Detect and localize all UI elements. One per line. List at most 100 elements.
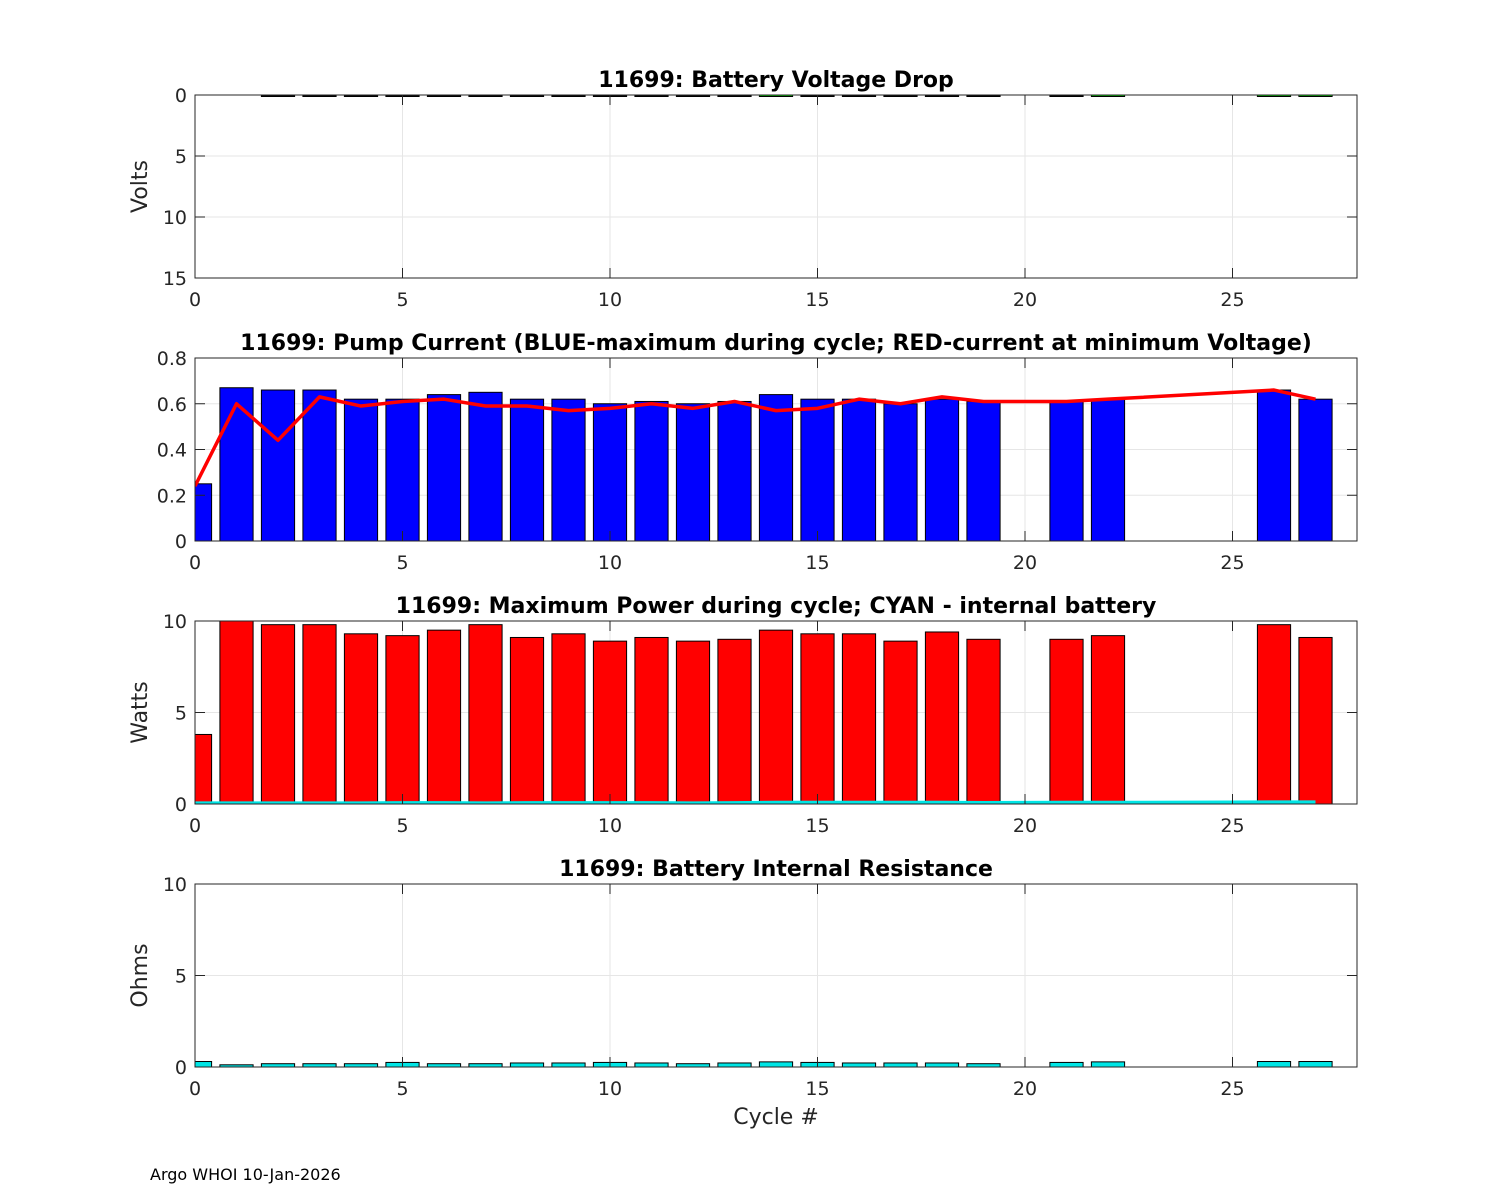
bar-cycle-12 xyxy=(675,403,711,541)
bar-cycle-2 xyxy=(260,1063,296,1067)
bar-cycle-19 xyxy=(966,400,1001,541)
chart-title: 11699: Maximum Power during cycle; CYAN … xyxy=(396,594,1157,619)
x-tick-label: 20 xyxy=(1013,289,1037,311)
bar-cycle-22 xyxy=(1090,398,1126,541)
x-tick-label: 10 xyxy=(598,1078,622,1100)
bar-cycle-21 xyxy=(1049,1061,1084,1067)
bar-cycle-18 xyxy=(924,1062,960,1067)
bar-cycle-4 xyxy=(343,1063,379,1067)
bar-cycle-27 xyxy=(1298,95,1333,97)
bar-cycle-0 xyxy=(195,483,213,541)
x-tick-label: 20 xyxy=(1013,815,1037,837)
bar-cycle-22 xyxy=(1090,635,1126,804)
bar-cycle-21 xyxy=(1049,638,1084,804)
chart-voltage: 0 5 10 15 20 25 0 5 10 15 11699: Battery Voltage D… xyxy=(128,68,1358,311)
bar-cycle-4 xyxy=(343,95,379,97)
y-tick-label: 10 xyxy=(163,874,187,896)
series-line-current xyxy=(195,388,1316,487)
bar-cycle-13 xyxy=(717,638,752,804)
bar-cycle-6 xyxy=(426,629,462,804)
x-tick-label: 5 xyxy=(396,1078,408,1100)
bar-cycle-19 xyxy=(966,638,1001,804)
bar-cycle-14 xyxy=(758,629,794,804)
bar-cycle-12 xyxy=(675,1063,711,1067)
bar-cycle-26 xyxy=(1256,389,1292,541)
bar-cycle-2 xyxy=(260,624,296,804)
bar-cycle-16 xyxy=(841,95,877,97)
bar-cycle-22 xyxy=(1090,1061,1126,1067)
y-tick-label: 0.4 xyxy=(157,440,187,462)
y-tick-label: 5 xyxy=(175,966,187,988)
bar-cycle-7 xyxy=(468,391,503,541)
bars-group xyxy=(195,621,1333,804)
chart-resistance: 0 5 10 15 20 25 0 5 10 11699: Battery Internal Re… xyxy=(128,857,1358,1130)
bar-cycle-1 xyxy=(219,387,254,541)
bar-cycle-12 xyxy=(675,640,711,804)
x-tick-label: 5 xyxy=(396,289,408,311)
bar-cycle-2 xyxy=(260,95,296,97)
bar-cycle-18 xyxy=(924,95,960,97)
y-tick-label: 0.6 xyxy=(157,394,187,416)
bar-cycle-17 xyxy=(883,403,918,541)
bar-cycle-8 xyxy=(509,398,545,541)
bar-cycle-7 xyxy=(468,624,503,804)
y-tick-label: 0.8 xyxy=(157,348,187,370)
bar-cycle-19 xyxy=(966,95,1001,97)
bar-cycle-27 xyxy=(1298,398,1333,541)
bar-cycle-21 xyxy=(1049,400,1084,541)
footer-credit: Argo WHOI 10-Jan-2026 xyxy=(150,1165,341,1184)
x-tick-label: 15 xyxy=(805,1078,829,1100)
y-tick-label: 10 xyxy=(163,207,187,229)
bar-cycle-22 xyxy=(1090,95,1126,97)
bar-cycle-0 xyxy=(195,733,213,804)
y-tick-label: 0 xyxy=(175,1057,187,1079)
bar-cycle-14 xyxy=(758,1061,794,1067)
bar-cycle-11 xyxy=(634,1062,669,1067)
y-tick-label: 5 xyxy=(175,146,187,168)
bar-cycle-19 xyxy=(966,1063,1001,1067)
bar-cycle-13 xyxy=(717,1062,752,1067)
x-axis-label: Cycle # xyxy=(733,1105,819,1130)
bar-cycle-26 xyxy=(1256,624,1292,804)
bar-cycle-17 xyxy=(883,1062,918,1067)
bar-cycle-4 xyxy=(343,633,379,804)
bar-cycle-5 xyxy=(385,398,420,541)
x-tick-label: 0 xyxy=(189,552,201,574)
y-tick-label: 0 xyxy=(175,794,187,816)
y-tick-label: 0 xyxy=(175,85,187,107)
bar-cycle-6 xyxy=(426,1063,462,1067)
y-axis-label: Volts xyxy=(128,160,153,213)
y-tick-label: 15 xyxy=(163,268,187,290)
bar-cycle-18 xyxy=(924,631,960,804)
x-tick-label: 10 xyxy=(598,552,622,574)
x-tick-label: 0 xyxy=(189,815,201,837)
y-axis-label: Ohms xyxy=(128,943,153,1007)
chart-title: 11699: Battery Internal Resistance xyxy=(559,857,993,882)
x-tick-label: 20 xyxy=(1013,1078,1037,1100)
x-tick-label: 0 xyxy=(189,289,201,311)
bar-cycle-26 xyxy=(1256,1061,1292,1067)
bar-cycle-11 xyxy=(634,636,669,804)
bar-cycle-5 xyxy=(385,635,420,804)
bar-cycle-13 xyxy=(717,95,752,97)
x-tick-label: 15 xyxy=(805,815,829,837)
bar-cycle-8 xyxy=(509,636,545,804)
bar-cycle-0 xyxy=(195,1061,213,1067)
bar-cycle-27 xyxy=(1298,1061,1333,1067)
bar-cycle-11 xyxy=(634,95,669,97)
bar-cycle-17 xyxy=(883,95,918,97)
bar-cycle-11 xyxy=(634,400,669,541)
y-tick-label: 5 xyxy=(175,703,187,725)
bar-cycle-18 xyxy=(924,398,960,541)
y-tick-label: 0 xyxy=(175,531,187,553)
bars-group xyxy=(195,387,1333,541)
x-tick-label: 10 xyxy=(598,289,622,311)
bar-cycle-26 xyxy=(1256,95,1292,97)
bar-cycle-3 xyxy=(302,1063,337,1067)
x-tick-label: 15 xyxy=(805,552,829,574)
bar-cycle-8 xyxy=(509,95,545,97)
bar-cycle-27 xyxy=(1298,636,1333,804)
x-tick-label: 5 xyxy=(396,815,408,837)
bar-cycle-16 xyxy=(841,1062,877,1067)
